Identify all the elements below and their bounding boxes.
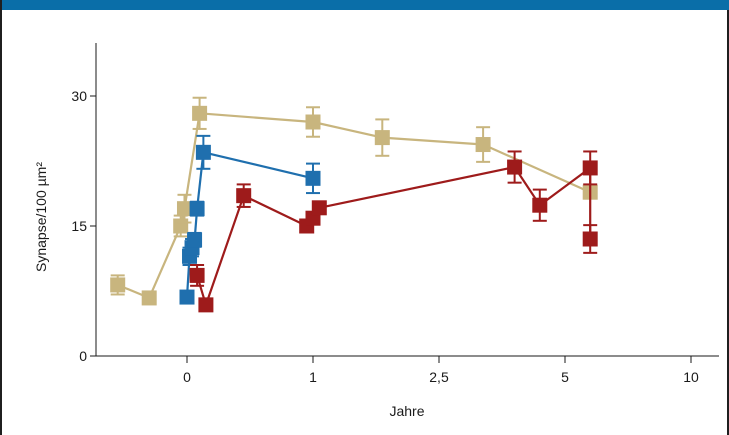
data-point xyxy=(195,144,211,160)
data-point xyxy=(176,201,192,217)
series-layer xyxy=(110,96,598,313)
data-point xyxy=(582,231,598,247)
data-point xyxy=(507,159,523,175)
x-tick-label: 10 xyxy=(683,369,699,385)
series-3 xyxy=(189,150,598,313)
x-tick-label: 2,5 xyxy=(429,369,449,385)
axes xyxy=(95,43,719,357)
data-point xyxy=(189,267,205,283)
data-point xyxy=(141,290,157,306)
x-tick-label: 5 xyxy=(561,369,569,385)
series-2 xyxy=(179,134,321,305)
y-tick-label: 30 xyxy=(71,88,87,104)
data-point xyxy=(475,137,491,153)
x-tick-label: 0 xyxy=(183,369,191,385)
data-point xyxy=(179,289,195,305)
data-point xyxy=(305,170,321,186)
data-point xyxy=(532,197,548,213)
data-point xyxy=(311,200,327,216)
data-point xyxy=(110,277,126,293)
data-point xyxy=(189,201,205,217)
data-point xyxy=(173,218,189,234)
data-point xyxy=(198,297,214,313)
header-bar xyxy=(2,0,729,10)
data-point xyxy=(374,130,390,146)
series-1 xyxy=(110,96,598,306)
series-line xyxy=(196,166,592,306)
x-axis-title: Jahre xyxy=(389,403,424,419)
x-tick-label: 1 xyxy=(309,369,317,385)
data-point xyxy=(192,105,208,121)
y-axis-title: Synapse/100 µm² xyxy=(33,162,49,272)
data-point xyxy=(187,232,203,248)
y-tick-label: 0 xyxy=(79,348,87,364)
y-tick-label: 15 xyxy=(71,218,87,234)
x-axis-ticks: 012,551020 xyxy=(183,356,699,385)
data-point xyxy=(305,114,321,130)
data-point xyxy=(236,188,252,204)
series-line xyxy=(185,151,314,298)
data-point xyxy=(582,160,598,176)
y-axis-ticks: 0 15 30 xyxy=(71,88,96,364)
